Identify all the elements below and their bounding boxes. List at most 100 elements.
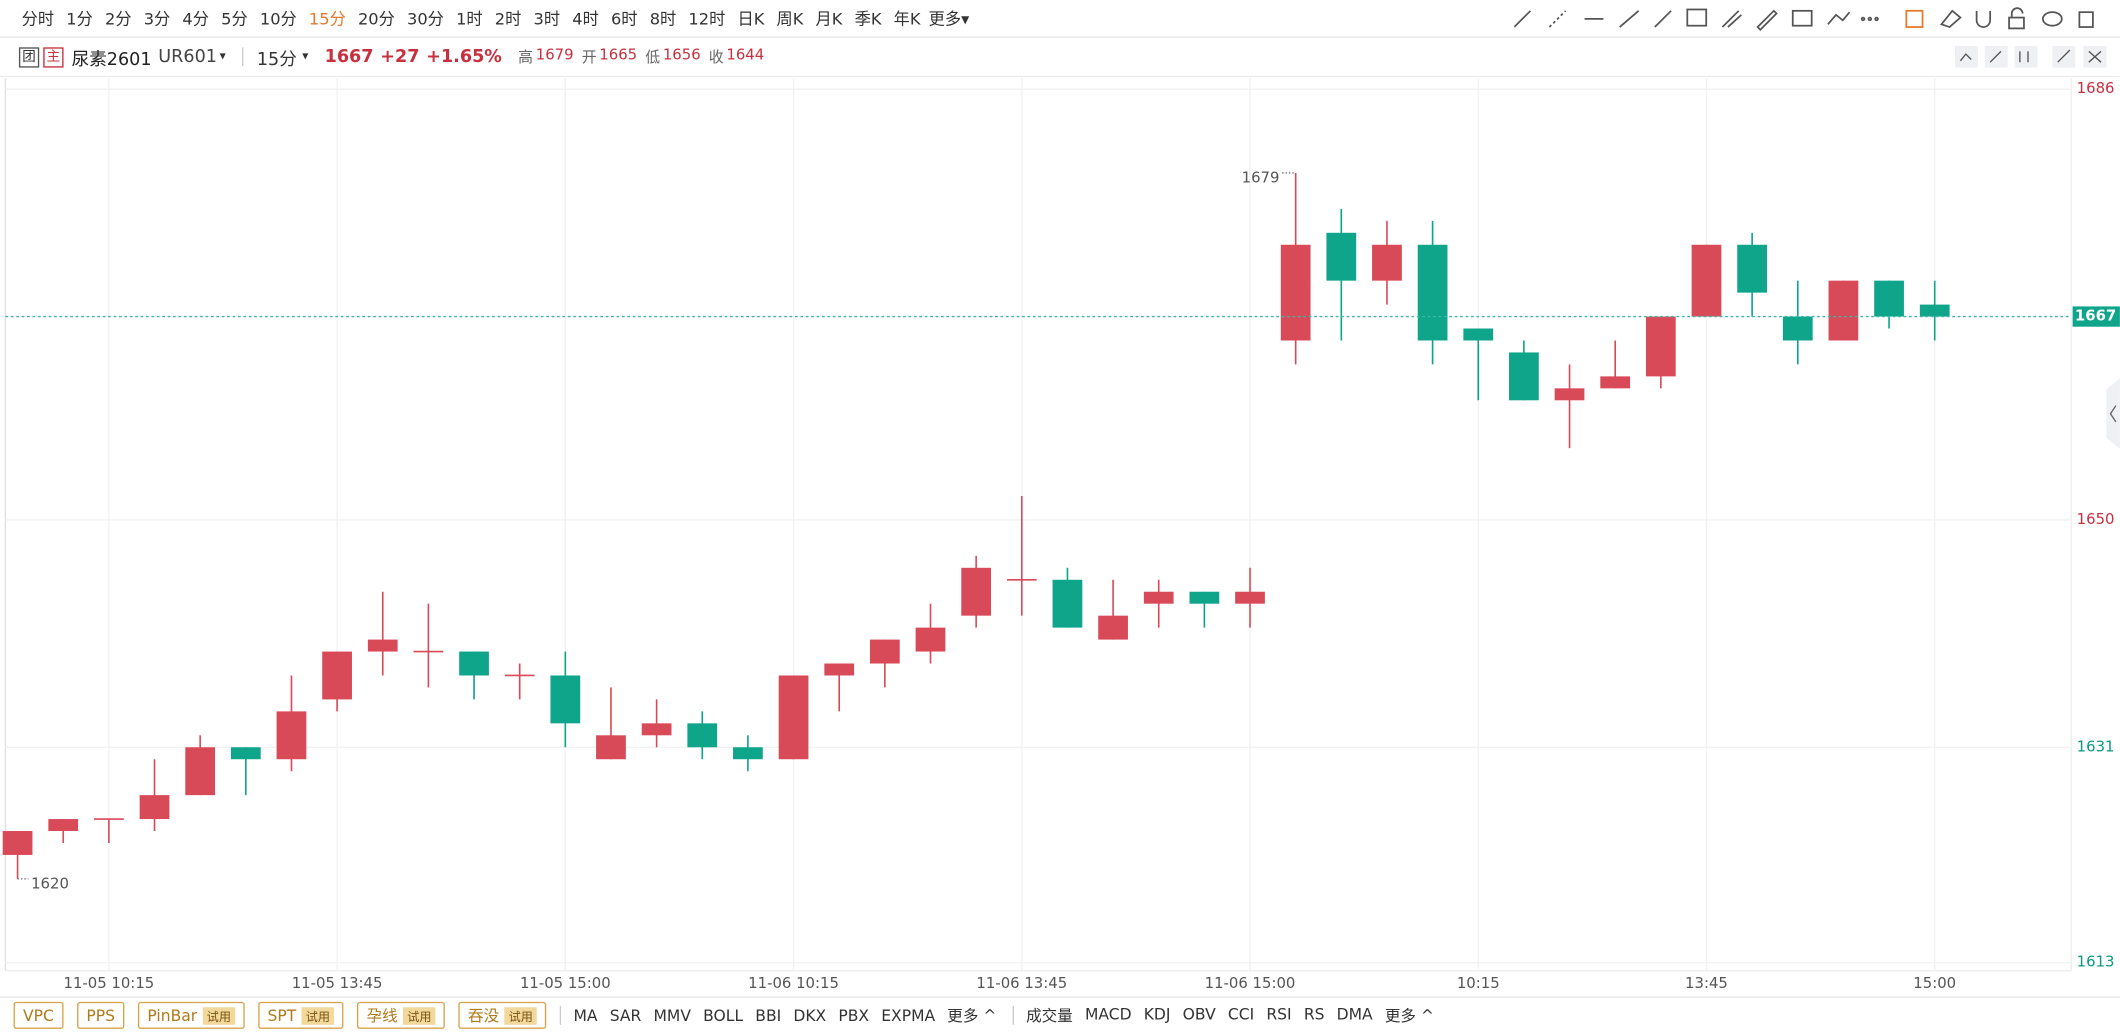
y-tick-label: 1686: [2077, 79, 2115, 97]
indicator-button[interactable]: 成交量: [1026, 1005, 1073, 1025]
period-button[interactable]: 月K: [815, 9, 843, 29]
more-main-label[interactable]: 更多: [947, 1005, 979, 1025]
indicator-button[interactable]: MA: [573, 1005, 598, 1025]
patterns: VPC PPS PinBar 试用 SPT 试用 孕线 试用 吞没 试用: [0, 1001, 547, 1029]
trial-tag[interactable]: 试用: [301, 1006, 335, 1025]
drawing-tools[interactable]: [1514, 0, 2109, 37]
more-sub-label[interactable]: 更多: [1384, 1005, 1416, 1025]
symbol-code[interactable]: UR601: [158, 46, 217, 67]
sub-indicators: 成交量 MACD KDJ OBV CCI RSI RS DMA: [1014, 1005, 1373, 1027]
candle-body: [1372, 244, 1402, 281]
period-button[interactable]: 20分: [357, 9, 395, 29]
period-button[interactable]: 15分: [308, 9, 346, 29]
candle-body: [961, 567, 992, 616]
indicator-button[interactable]: DMA: [1336, 1004, 1373, 1024]
more-button[interactable]: 更多▾: [928, 9, 970, 29]
side-panel-arrow[interactable]: [2109, 405, 2117, 423]
period-button[interactable]: 1时: [456, 9, 483, 29]
candle-body: [185, 747, 216, 796]
pattern-button[interactable]: PinBar 试用: [137, 1001, 245, 1029]
period-button[interactable]: 年K: [893, 9, 921, 29]
candle-body: [915, 627, 946, 652]
candle-body: [824, 663, 855, 676]
candle-body: [48, 819, 79, 832]
pattern-button[interactable]: SPT 试用: [258, 1001, 344, 1029]
stat-value: 1679: [535, 45, 574, 64]
period-button[interactable]: 2分: [104, 9, 132, 29]
pattern-name[interactable]: 孕线: [366, 1005, 398, 1025]
period-button[interactable]: 2时: [494, 9, 522, 29]
period-button[interactable]: 10分: [259, 9, 297, 29]
stat-label: 开: [581, 48, 597, 67]
more-sub[interactable]: 更多 ^: [1384, 1005, 1434, 1025]
more-main[interactable]: 更多 ^: [947, 1005, 997, 1025]
indicator-button[interactable]: MACD: [1084, 1004, 1132, 1024]
candle-body: [1828, 280, 1859, 341]
pattern-name[interactable]: PPS: [86, 1005, 115, 1025]
candle-body: [1417, 244, 1448, 341]
period-button[interactable]: 3分: [143, 9, 171, 29]
candle-body: [1280, 244, 1311, 341]
indicator-button[interactable]: SAR: [609, 1005, 642, 1025]
period-select[interactable]: 15分: [256, 49, 297, 70]
stats: 高 1679 开 1665 低 1656 收 1644: [510, 46, 764, 68]
price: 1667: [324, 46, 374, 67]
last-price-tag: [2072, 306, 2120, 327]
icon-main[interactable]: 主: [43, 46, 64, 67]
indicator-button[interactable]: OBV: [1182, 1004, 1216, 1024]
pattern-name[interactable]: 吞没: [468, 1005, 500, 1025]
candle-body: [1189, 591, 1220, 604]
period-button[interactable]: 4时: [572, 9, 599, 29]
candle-body: [1782, 316, 1813, 341]
pattern-button[interactable]: 吞没 试用: [458, 1001, 547, 1029]
indicator-button[interactable]: PBX: [838, 1005, 870, 1025]
period-button[interactable]: 3时: [533, 9, 561, 29]
period-button[interactable]: 日K: [737, 9, 765, 29]
indicator-button[interactable]: MMV: [653, 1005, 691, 1025]
trial-tag[interactable]: 试用: [202, 1006, 236, 1025]
candle-body: [1235, 591, 1265, 604]
period-button[interactable]: 30分: [407, 9, 444, 29]
period-button[interactable]: 12时: [688, 9, 726, 29]
symbol-name[interactable]: 尿素2601: [71, 49, 152, 70]
pattern-button[interactable]: 孕线 试用: [357, 1001, 446, 1029]
indicator-button[interactable]: BBI: [755, 1005, 782, 1025]
period-button[interactable]: 分时: [21, 9, 55, 29]
more-label[interactable]: 更多: [928, 9, 962, 29]
pattern-name[interactable]: SPT: [267, 1005, 297, 1025]
indicator-button[interactable]: DKX: [793, 1005, 827, 1025]
period-button[interactable]: 4分: [182, 9, 209, 29]
pattern-name[interactable]: VPC: [22, 1005, 54, 1025]
pattern-button[interactable]: PPS: [76, 1001, 125, 1029]
indicator-button[interactable]: RS: [1303, 1004, 1325, 1024]
trial-tag[interactable]: 试用: [403, 1006, 436, 1025]
side-panel-toggle[interactable]: [2106, 378, 2120, 449]
candle-body: [550, 675, 581, 724]
period-button[interactable]: 季K: [854, 9, 882, 29]
pattern-name[interactable]: PinBar: [147, 1005, 198, 1025]
candle-body: [139, 795, 170, 820]
stat-value: 1665: [599, 45, 638, 64]
pattern-button[interactable]: VPC: [13, 1001, 64, 1029]
candle-body: [1919, 304, 1950, 317]
period-button[interactable]: 1分: [66, 9, 93, 29]
chart-controls[interactable]: [1952, 43, 2114, 70]
x-tick-label: 11-05 13:45: [292, 974, 383, 992]
icon-group[interactable]: 团: [18, 46, 40, 67]
x-tick-label: 11-06 15:00: [1205, 974, 1296, 992]
indicator-button[interactable]: KDJ: [1143, 1004, 1171, 1024]
indicator-bar: VPC PPS PinBar 试用 SPT 试用 孕线 试用 吞没 试用 MA SAR MMV BOLL…: [0, 996, 2120, 1033]
indicator-button[interactable]: BOLL: [703, 1005, 744, 1025]
indicator-button[interactable]: RSI: [1266, 1004, 1292, 1024]
period-button[interactable]: 周K: [776, 9, 804, 29]
candle-body: [1052, 579, 1083, 628]
period-button[interactable]: 6时: [610, 9, 638, 29]
period-button[interactable]: 5分: [221, 9, 248, 29]
indicator-button[interactable]: EXPMA: [881, 1005, 936, 1025]
period-button[interactable]: 8时: [649, 9, 677, 29]
indicator-button[interactable]: CCI: [1227, 1004, 1255, 1024]
candle-body: [1463, 328, 1494, 341]
candle-body: [322, 651, 352, 700]
trial-tag[interactable]: 试用: [504, 1006, 537, 1025]
